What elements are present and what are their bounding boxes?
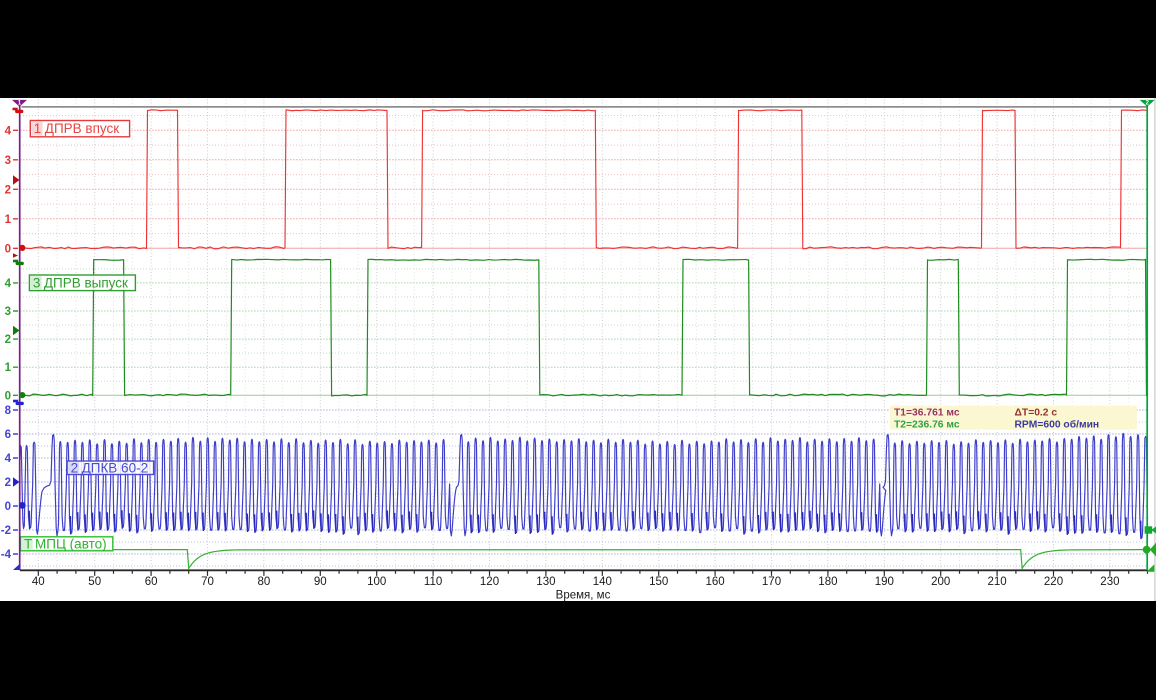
svg-text:0: 0 xyxy=(5,243,11,255)
svg-text:8: 8 xyxy=(5,405,12,417)
svg-text:Время, мс: Время, мс xyxy=(556,590,611,602)
svg-text:1: 1 xyxy=(34,121,42,136)
svg-text:2: 2 xyxy=(71,460,79,475)
svg-text:110: 110 xyxy=(424,576,442,588)
svg-text:3: 3 xyxy=(33,275,41,290)
svg-text:6: 6 xyxy=(5,429,11,441)
svg-text:130: 130 xyxy=(536,576,555,588)
svg-text:RPM=600 об/мин: RPM=600 об/мин xyxy=(1015,419,1100,431)
svg-text:1: 1 xyxy=(5,362,12,374)
svg-text:50: 50 xyxy=(88,576,101,588)
svg-text:60: 60 xyxy=(145,576,158,588)
svg-text:2: 2 xyxy=(1145,100,1149,107)
svg-text:Т2=236.76 мс: Т2=236.76 мс xyxy=(894,420,960,431)
svg-text:4: 4 xyxy=(5,278,12,290)
svg-text:90: 90 xyxy=(314,576,327,588)
svg-text:80: 80 xyxy=(258,576,271,588)
svg-text:220: 220 xyxy=(1044,576,1063,588)
svg-text:ДПРВ впуск: ДПРВ впуск xyxy=(45,121,119,136)
svg-text:160: 160 xyxy=(706,576,725,588)
svg-text:140: 140 xyxy=(593,576,612,588)
svg-text:ДПРВ выпуск: ДПРВ выпуск xyxy=(44,275,128,290)
svg-text:150: 150 xyxy=(649,576,668,588)
svg-text:ДПКВ 60-2: ДПКВ 60-2 xyxy=(82,460,149,475)
svg-text:180: 180 xyxy=(818,576,837,588)
svg-text:3: 3 xyxy=(5,155,11,167)
svg-text:2: 2 xyxy=(5,477,11,489)
svg-text:2: 2 xyxy=(5,334,11,346)
svg-text:70: 70 xyxy=(201,576,214,588)
svg-text:120: 120 xyxy=(480,576,499,588)
svg-text:-2: -2 xyxy=(1,525,11,537)
svg-text:Т: Т xyxy=(24,536,32,551)
svg-text:0: 0 xyxy=(5,390,11,402)
svg-text:4: 4 xyxy=(5,125,12,137)
svg-text:40: 40 xyxy=(32,576,45,588)
svg-text:МПЦ (авто): МПЦ (авто) xyxy=(35,536,107,551)
svg-text:100: 100 xyxy=(367,576,386,588)
svg-text:0: 0 xyxy=(5,501,11,513)
svg-text:T1=36.761 мс: T1=36.761 мс xyxy=(894,408,960,419)
svg-text:4: 4 xyxy=(5,453,12,465)
svg-text:200: 200 xyxy=(931,576,950,588)
svg-text:3: 3 xyxy=(5,306,11,318)
svg-text:1: 1 xyxy=(18,100,22,107)
svg-text:1: 1 xyxy=(5,214,12,226)
svg-text:2: 2 xyxy=(5,184,11,196)
svg-text:170: 170 xyxy=(762,576,781,588)
svg-text:230: 230 xyxy=(1100,576,1119,588)
svg-text:210: 210 xyxy=(988,576,1007,588)
svg-text:-4: -4 xyxy=(1,549,12,561)
svg-text:190: 190 xyxy=(875,576,894,588)
svg-text:ΔT=0.2 с: ΔT=0.2 с xyxy=(1015,408,1058,419)
